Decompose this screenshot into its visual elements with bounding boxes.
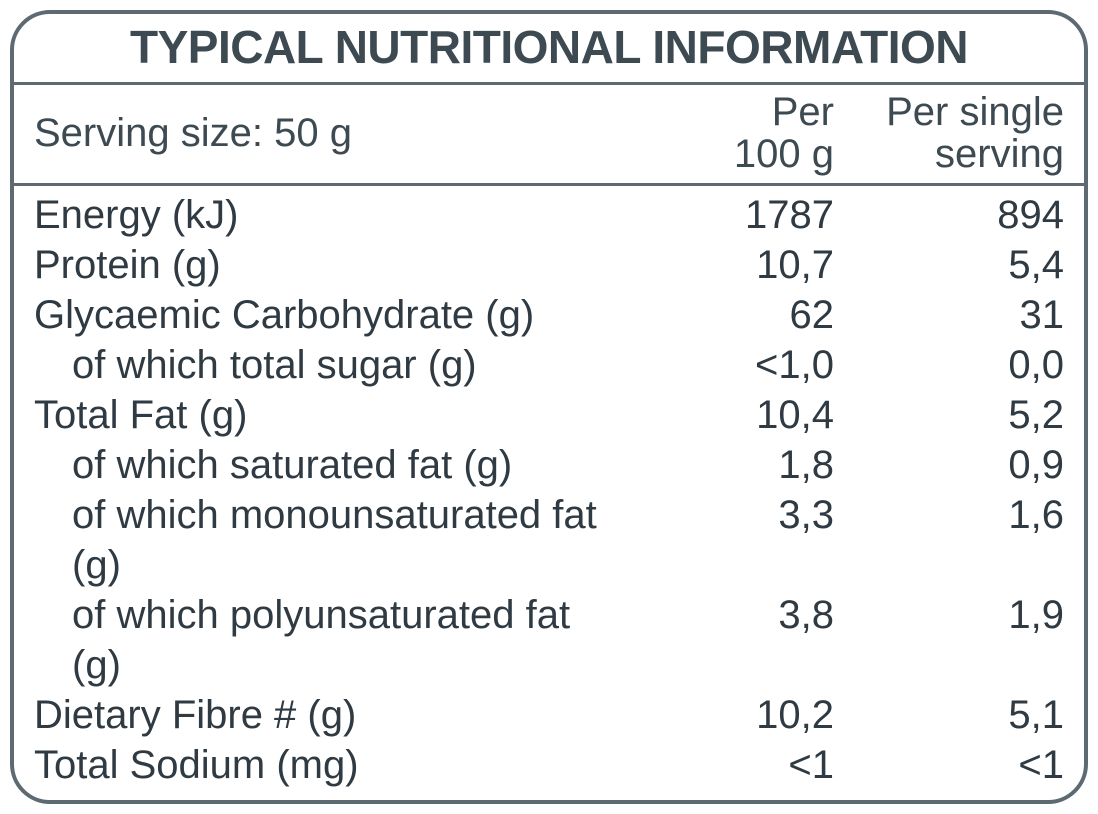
row-perserving: 0,9 (834, 440, 1064, 490)
column-header-perserving-line1: Per single (834, 91, 1064, 133)
row-per100: 3,8 (604, 590, 834, 690)
serving-size: Serving size: 50 g (34, 111, 604, 156)
row-perserving: 894 (834, 190, 1064, 240)
table-row: Total Sodium (mg)<1<1 (34, 740, 1064, 790)
row-label: of which polyunsaturated fat (g) (34, 590, 604, 690)
row-label: Energy (kJ) (34, 190, 604, 240)
row-per100: 62 (604, 290, 834, 340)
column-header-per100-line2: 100 g (604, 133, 834, 175)
table-row: of which total sugar (g)<1,00,0 (34, 340, 1064, 390)
row-perserving: <1 (834, 740, 1064, 790)
table-row: of which polyunsaturated fat (g)3,81,9 (34, 590, 1064, 690)
row-label: of which saturated fat (g) (34, 440, 604, 490)
header-row: Serving size: 50 g Per 100 g Per single … (14, 85, 1084, 186)
row-per100: <1 (604, 740, 834, 790)
row-perserving: 1,9 (834, 590, 1064, 690)
row-perserving: 0,0 (834, 340, 1064, 390)
row-label: Total Fat (g) (34, 390, 604, 440)
row-perserving: 5,1 (834, 690, 1064, 740)
row-label: Protein (g) (34, 240, 604, 290)
row-label: Dietary Fibre # (g) (34, 690, 604, 740)
row-per100: 10,2 (604, 690, 834, 740)
row-perserving: 1,6 (834, 490, 1064, 590)
row-label: of which monounsaturated fat (g) (34, 490, 604, 590)
panel-title: TYPICAL NUTRITIONAL INFORMATION (14, 14, 1084, 85)
row-per100: 1787 (604, 190, 834, 240)
table-row: of which saturated fat (g)1,80,9 (34, 440, 1064, 490)
row-label: Glycaemic Carbohydrate (g) (34, 290, 604, 340)
row-per100: 10,7 (604, 240, 834, 290)
column-header-per100: Per 100 g (604, 91, 834, 175)
row-per100: 1,8 (604, 440, 834, 490)
row-perserving: 5,2 (834, 390, 1064, 440)
row-label: of which total sugar (g) (34, 340, 604, 390)
row-per100: <1,0 (604, 340, 834, 390)
row-perserving: 5,4 (834, 240, 1064, 290)
column-header-perserving: Per single serving (834, 91, 1064, 175)
table-row: Protein (g)10,75,4 (34, 240, 1064, 290)
row-per100: 3,3 (604, 490, 834, 590)
nutrition-panel: TYPICAL NUTRITIONAL INFORMATION Serving … (10, 10, 1088, 804)
column-header-per100-line1: Per (604, 91, 834, 133)
row-label: Total Sodium (mg) (34, 740, 604, 790)
table-row: Energy (kJ)1787894 (34, 190, 1064, 240)
column-header-perserving-line2: serving (834, 133, 1064, 175)
nutrition-rows: Energy (kJ)1787894Protein (g)10,75,4Glyc… (14, 186, 1084, 800)
table-row: of which monounsaturated fat (g)3,31,6 (34, 490, 1064, 590)
table-row: Glycaemic Carbohydrate (g)6231 (34, 290, 1064, 340)
table-row: Dietary Fibre # (g)10,25,1 (34, 690, 1064, 740)
row-perserving: 31 (834, 290, 1064, 340)
row-per100: 10,4 (604, 390, 834, 440)
table-row: Total Fat (g)10,45,2 (34, 390, 1064, 440)
